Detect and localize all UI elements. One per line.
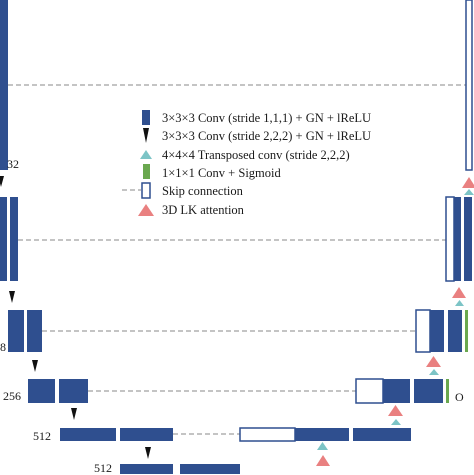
legend-icons <box>122 110 154 216</box>
decoder <box>239 0 473 442</box>
decoder-l2-skip-block <box>415 309 431 353</box>
legend-skip-label: Skip connection <box>162 184 243 198</box>
transposed-triangle-icon <box>429 369 439 375</box>
decoder-l4-block-a <box>295 428 349 441</box>
attention-triangle-icon <box>426 356 441 367</box>
blue-block-icon <box>142 110 150 125</box>
encoder-l1-block-a <box>0 197 7 281</box>
encoder-l0-block <box>0 0 8 170</box>
skip-block-icon <box>141 182 151 199</box>
encoder-l3-block-b <box>59 379 88 403</box>
decoder-l1-block-b <box>464 197 472 281</box>
legend-sigmoid-label: 1×1×1 Conv + Sigmoid <box>162 166 281 180</box>
transposed-triangle-icon <box>464 189 474 195</box>
encoder-l4-block-b <box>120 428 173 441</box>
decoder-l2-block-a <box>430 310 444 352</box>
encoder-l1-block-b <box>10 197 18 281</box>
channel-label-8: 8 <box>0 340 6 354</box>
output-label: O <box>455 390 464 404</box>
decoder-l1-block-a <box>454 197 461 281</box>
transposed-triangle-icon <box>391 419 401 425</box>
legend-conv-label: 3×3×3 Conv (stride 1,1,1) + GN + lReLU <box>162 111 372 125</box>
legend-transposed-label: 4×4×4 Transposed conv (stride 2,2,2) <box>162 148 350 162</box>
down-arrow-icon <box>71 408 77 420</box>
transposed-triangle-icon <box>317 442 328 450</box>
downsample-arrows <box>0 176 151 459</box>
channel-label-512-a: 512 <box>33 429 51 443</box>
encoder-l2-block-a <box>8 310 24 352</box>
channel-label-512-b: 512 <box>94 461 112 475</box>
down-arrow-icon <box>0 176 4 187</box>
encoder-l2-block-b <box>27 310 42 352</box>
attention-triangle-icon <box>388 405 403 416</box>
decoder-l3-block-b <box>414 379 443 403</box>
attention-triangle-icon <box>462 177 474 188</box>
down-arrow-icon <box>145 447 151 459</box>
decoder-l4-skip-block <box>239 427 296 442</box>
channel-label-256: 256 <box>3 389 21 403</box>
encoder-l4-block-a <box>60 428 116 441</box>
attention-triangle-icon <box>316 455 330 466</box>
decoder-l0-skip-block <box>465 0 473 171</box>
decoder-l4-block-b <box>353 428 411 441</box>
bottleneck-block-b <box>180 464 240 474</box>
attention-triangle-icon <box>452 287 466 298</box>
decoder-l3-sigmoid <box>446 379 449 403</box>
upsample-markers <box>316 177 474 466</box>
legend-conv-down-label: 3×3×3 Conv (stride 2,2,2) + GN + lReLU <box>162 129 372 143</box>
transposed-triangle-icon <box>455 300 464 306</box>
black-down-arrow-icon <box>143 128 149 143</box>
decoder-l3-block-a <box>383 379 410 403</box>
bottleneck-block-a <box>120 464 173 474</box>
pink-triangle-icon <box>138 204 154 216</box>
channel-label-32: 32 <box>7 157 19 171</box>
legend-attention-label: 3D LK attention <box>162 203 244 217</box>
teal-triangle-icon <box>140 150 152 159</box>
green-bar-icon <box>143 164 150 179</box>
decoder-l2-sigmoid <box>465 310 468 352</box>
encoder <box>0 0 240 474</box>
decoder-l1-skip-block <box>445 196 455 282</box>
down-arrow-icon <box>9 291 15 303</box>
encoder-l3-block-a <box>28 379 55 403</box>
down-arrow-icon <box>32 360 38 372</box>
decoder-l3-skip-block <box>355 378 384 404</box>
decoder-l2-block-b <box>448 310 462 352</box>
skip-connections <box>8 84 466 435</box>
